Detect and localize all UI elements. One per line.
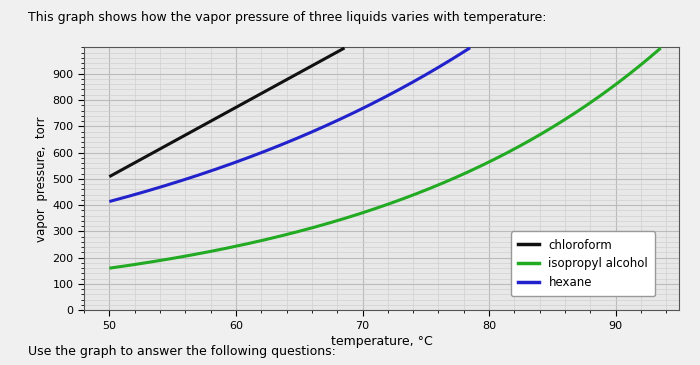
- Legend: chloroform, isopropyl alcohol, hexane: chloroform, isopropyl alcohol, hexane: [510, 231, 655, 296]
- Text: This graph shows how the vapor pressure of three liquids varies with temperature: This graph shows how the vapor pressure …: [28, 11, 547, 24]
- Y-axis label: vapor  pressure,  torr: vapor pressure, torr: [35, 116, 48, 242]
- X-axis label: temperature, °C: temperature, °C: [330, 335, 433, 348]
- Text: Use the graph to answer the following questions:: Use the graph to answer the following qu…: [28, 345, 336, 358]
